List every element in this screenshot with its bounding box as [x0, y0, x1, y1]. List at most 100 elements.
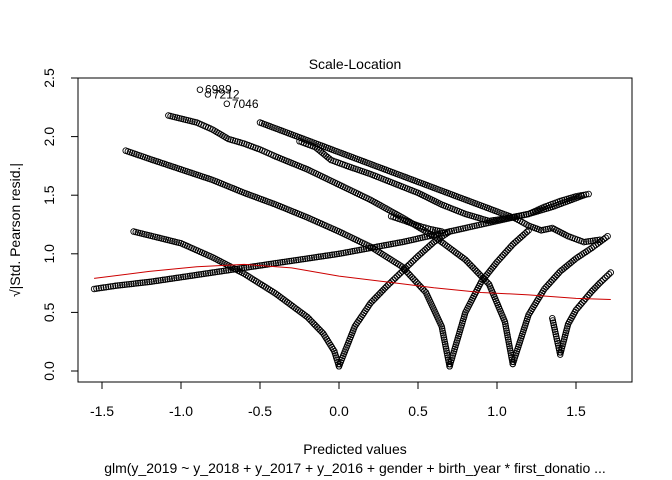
data-point — [503, 329, 511, 337]
data-point — [575, 303, 583, 310]
data-point — [340, 249, 347, 257]
data-point — [186, 272, 194, 280]
data-point — [470, 264, 477, 272]
data-point — [585, 238, 592, 245]
data-point — [502, 320, 509, 328]
x-axis-label: Predicted values — [303, 441, 407, 457]
data-point — [395, 271, 402, 279]
x-tick-label: 1.0 — [487, 403, 507, 419]
data-point — [591, 237, 599, 244]
data-point — [93, 285, 100, 292]
data-point — [102, 283, 110, 291]
plot-box — [77, 77, 633, 383]
smooth-line — [94, 263, 611, 301]
x-tick-label: 0.5 — [408, 403, 428, 419]
data-point — [159, 276, 167, 284]
data-point — [324, 153, 331, 161]
data-point — [189, 272, 196, 279]
data-point — [170, 274, 178, 282]
data-point — [490, 217, 497, 224]
data-point — [579, 299, 586, 306]
data-point — [410, 275, 417, 282]
data-point — [394, 239, 401, 247]
data-point — [319, 149, 326, 157]
data-point — [301, 255, 309, 263]
data-point — [507, 347, 514, 354]
data-point — [342, 249, 350, 256]
data-point — [449, 246, 456, 254]
data-point — [585, 291, 592, 299]
data-point — [310, 254, 318, 261]
data-point — [252, 262, 259, 270]
data-point — [123, 281, 131, 288]
data-point — [285, 300, 293, 307]
data-point — [408, 273, 415, 281]
data-point — [501, 318, 509, 326]
data-point — [504, 331, 511, 339]
data-point — [522, 211, 530, 218]
data-point — [407, 259, 415, 267]
data-point — [447, 245, 454, 252]
data-point — [344, 248, 352, 256]
data-point — [191, 271, 198, 279]
data-point — [351, 247, 359, 255]
data-point — [492, 216, 500, 224]
data-point — [283, 298, 291, 306]
y-axis: 0.0 0.5 1.0 1.5 2.0 2.5 — [41, 68, 79, 381]
data-point — [283, 258, 291, 265]
data-point — [278, 294, 285, 302]
data-point — [308, 254, 316, 262]
data-point — [398, 268, 406, 275]
data-point — [439, 239, 447, 247]
data-point — [202, 270, 210, 277]
x-tick-label: 0.0 — [329, 403, 349, 419]
data-point — [193, 271, 201, 279]
x-tick-label: -0.5 — [248, 403, 272, 419]
data-point — [276, 293, 283, 300]
data-point — [572, 306, 580, 314]
data-point — [502, 325, 510, 332]
data-point — [438, 228, 445, 235]
data-point — [594, 236, 601, 244]
data-point — [376, 289, 384, 297]
data-point — [287, 301, 294, 308]
data-point — [305, 315, 313, 322]
data-point — [558, 266, 566, 274]
y-axis-label: √|Std. Pearson resid.| — [7, 163, 23, 297]
x-axis: -1.5 -1.0 -0.5 0.0 0.5 1.0 1.5 — [90, 381, 586, 419]
data-point — [424, 225, 432, 232]
data-point — [333, 250, 340, 258]
data-point — [141, 279, 149, 286]
data-point — [563, 262, 571, 269]
data-point — [313, 323, 321, 331]
data-point — [295, 256, 302, 264]
data-point — [506, 345, 514, 352]
data-point — [601, 274, 609, 282]
data-point — [486, 267, 494, 275]
y-tick-label: 1.5 — [41, 185, 57, 205]
data-point — [349, 248, 356, 255]
data-point — [315, 253, 322, 261]
data-point — [507, 242, 515, 250]
data-point — [583, 293, 591, 301]
data-point — [175, 274, 182, 281]
data-point — [322, 152, 330, 159]
data-point — [274, 259, 282, 267]
data-point — [452, 249, 460, 257]
data-point — [604, 232, 611, 240]
data-point — [307, 317, 314, 324]
data-point — [322, 252, 329, 260]
data-point — [168, 275, 176, 282]
data-point — [326, 251, 334, 259]
data-point — [458, 253, 465, 261]
data-point — [485, 269, 492, 277]
data-point — [593, 283, 600, 290]
data-point — [211, 268, 219, 276]
data-point — [317, 148, 324, 155]
data-point — [209, 269, 216, 276]
data-point — [485, 217, 493, 225]
data-point — [381, 285, 389, 292]
data-point — [302, 312, 309, 319]
data-point — [413, 278, 420, 286]
